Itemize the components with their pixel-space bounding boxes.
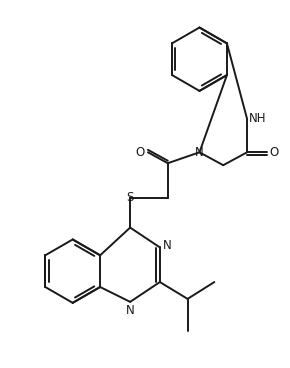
Text: O: O bbox=[270, 146, 279, 159]
Text: N: N bbox=[195, 146, 204, 159]
Text: N: N bbox=[163, 239, 172, 252]
Text: S: S bbox=[126, 191, 134, 204]
Text: O: O bbox=[136, 146, 145, 159]
Text: N: N bbox=[126, 304, 135, 317]
Text: NH: NH bbox=[249, 112, 267, 125]
